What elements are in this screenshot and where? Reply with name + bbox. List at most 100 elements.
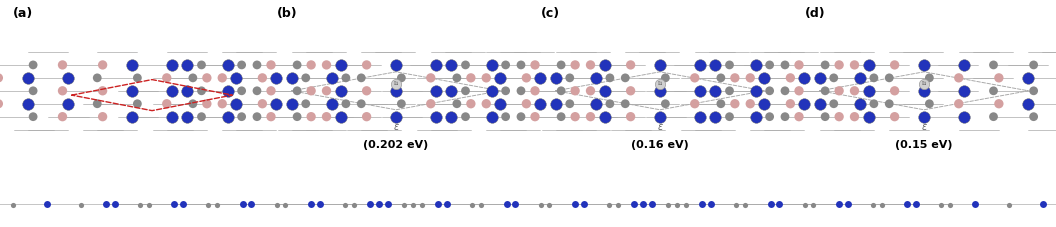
Point xyxy=(811,102,828,106)
Point xyxy=(396,203,413,207)
Point xyxy=(985,63,1002,67)
Point xyxy=(622,115,639,118)
Point xyxy=(916,89,932,93)
Point xyxy=(288,115,305,118)
Point xyxy=(361,202,378,205)
Point xyxy=(59,102,76,106)
Point xyxy=(318,89,335,93)
Point xyxy=(527,63,544,67)
Point xyxy=(298,102,315,106)
Point xyxy=(776,115,793,118)
Point xyxy=(166,202,183,205)
Point xyxy=(643,202,660,205)
Point xyxy=(567,89,584,93)
Point xyxy=(831,63,848,67)
Point xyxy=(694,202,711,205)
Point xyxy=(353,102,370,106)
Point xyxy=(956,115,973,118)
Point xyxy=(199,76,215,80)
Point xyxy=(73,203,90,207)
Point xyxy=(200,203,216,207)
Point xyxy=(263,115,280,118)
Point xyxy=(193,63,210,67)
Point xyxy=(547,76,564,80)
Point xyxy=(860,89,876,93)
Text: (0.202 eV): (0.202 eV) xyxy=(363,140,429,150)
Point xyxy=(457,63,474,67)
Point xyxy=(582,115,599,118)
Point xyxy=(727,102,743,106)
Point xyxy=(449,76,466,80)
Point xyxy=(492,102,509,106)
Point xyxy=(796,76,813,80)
Point xyxy=(24,89,41,93)
Text: (0.16 eV): (0.16 eV) xyxy=(631,140,689,150)
Point xyxy=(497,63,514,67)
Point xyxy=(337,203,354,207)
Point xyxy=(158,76,175,80)
Point xyxy=(761,115,778,118)
Point xyxy=(512,63,529,67)
Point xyxy=(59,76,76,80)
Point xyxy=(1001,203,1018,207)
Point xyxy=(805,203,822,207)
Point xyxy=(477,102,494,106)
Point xyxy=(708,89,724,93)
Point xyxy=(507,202,524,205)
Point xyxy=(129,76,146,80)
Point xyxy=(371,202,388,205)
Point xyxy=(233,63,250,67)
Point xyxy=(438,202,455,205)
Point xyxy=(234,202,251,205)
Point xyxy=(263,63,280,67)
Point xyxy=(921,76,938,80)
Point xyxy=(248,89,265,93)
Point xyxy=(268,203,285,207)
Point xyxy=(686,102,703,106)
Point xyxy=(1055,63,1056,67)
Point xyxy=(532,102,549,106)
Point xyxy=(991,102,1007,106)
Point xyxy=(0,63,1,67)
Point xyxy=(404,203,421,207)
Point xyxy=(288,89,305,93)
Point xyxy=(303,89,320,93)
Point xyxy=(851,76,868,80)
Point xyxy=(865,203,882,207)
Point xyxy=(393,76,410,80)
Point xyxy=(657,76,674,80)
Point xyxy=(180,115,196,118)
Point xyxy=(761,89,778,93)
Point xyxy=(164,89,181,93)
Point xyxy=(576,202,592,205)
Point xyxy=(312,202,328,205)
Point xyxy=(353,76,370,80)
Point xyxy=(713,102,730,106)
Point xyxy=(587,102,604,106)
Point xyxy=(552,89,569,93)
Point xyxy=(916,82,932,86)
Point xyxy=(562,76,579,80)
Point xyxy=(323,76,340,80)
Point xyxy=(562,102,579,106)
Point xyxy=(97,202,114,205)
Point xyxy=(38,202,55,205)
Point xyxy=(268,76,285,80)
Point xyxy=(846,89,863,93)
Point xyxy=(741,102,758,106)
Point xyxy=(956,89,973,93)
Point xyxy=(873,203,890,207)
Point xyxy=(303,115,320,118)
Point xyxy=(1025,89,1042,93)
Point xyxy=(484,89,501,93)
Point xyxy=(512,115,529,118)
Point xyxy=(444,115,460,118)
Text: ε: ε xyxy=(658,122,662,132)
Point xyxy=(1020,76,1037,80)
Point xyxy=(338,102,355,106)
Point xyxy=(19,102,36,106)
Point xyxy=(762,202,779,205)
Point xyxy=(866,76,883,80)
Point xyxy=(0,76,6,80)
Point xyxy=(617,102,634,106)
